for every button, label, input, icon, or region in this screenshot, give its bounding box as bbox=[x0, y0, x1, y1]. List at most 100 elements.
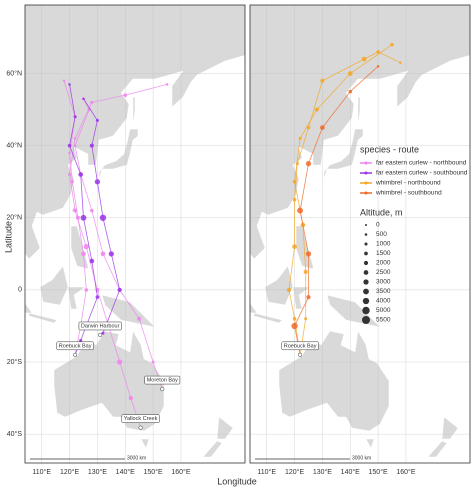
y-tick-label: 20°S bbox=[7, 358, 23, 366]
track-point bbox=[117, 359, 123, 365]
track-point bbox=[292, 244, 297, 249]
y-tick-label: 0 bbox=[18, 287, 22, 294]
track-point bbox=[292, 316, 297, 321]
track-point bbox=[73, 115, 77, 119]
scale-label: 3000 km bbox=[352, 455, 371, 461]
x-tick-label: 140°E bbox=[116, 468, 135, 476]
y-tick-label: 60°N bbox=[6, 69, 22, 77]
track-point bbox=[292, 179, 297, 184]
x-tick-label: 130°E bbox=[313, 468, 332, 476]
track-point bbox=[291, 322, 298, 330]
track-point bbox=[95, 295, 100, 299]
x-tick-label: 130°E bbox=[88, 468, 107, 476]
track-point bbox=[306, 295, 311, 300]
panel-border bbox=[249, 4, 471, 464]
legend-size-dot bbox=[362, 306, 370, 315]
track-point bbox=[303, 269, 308, 274]
track-point bbox=[314, 107, 319, 112]
track-line bbox=[74, 98, 163, 390]
place-marker bbox=[138, 425, 143, 430]
track-point bbox=[376, 50, 380, 54]
legend-size-label: 3500 bbox=[376, 288, 391, 295]
legend-swatch-dot bbox=[364, 181, 368, 185]
legend-size-label: 4000 bbox=[376, 298, 391, 305]
legend-size-dot bbox=[363, 279, 369, 285]
track-point bbox=[100, 251, 106, 257]
track-point bbox=[320, 78, 325, 83]
track-point bbox=[306, 125, 311, 130]
y-tick-label: 40°S bbox=[7, 430, 23, 438]
track-point bbox=[399, 61, 402, 64]
legend-size-dot bbox=[363, 288, 369, 295]
panel-border bbox=[24, 4, 246, 464]
place-label-box bbox=[121, 414, 160, 423]
place-label-box bbox=[281, 341, 319, 351]
y-tick-label: 40°N bbox=[6, 141, 22, 149]
track-point bbox=[305, 161, 312, 167]
track-point bbox=[81, 251, 86, 257]
legend-swatch-dot bbox=[364, 191, 368, 195]
legend-label: whimbrel - northbound bbox=[375, 180, 441, 187]
legend-size-label: 500 bbox=[376, 231, 387, 238]
track-point bbox=[73, 137, 77, 140]
track-point bbox=[101, 331, 105, 335]
legend-size-dot bbox=[364, 242, 368, 246]
panel-right-land bbox=[250, 5, 470, 458]
track-point bbox=[68, 83, 71, 86]
track-point bbox=[90, 208, 94, 213]
place-label-box bbox=[78, 321, 122, 331]
x-axis-label: Longitude bbox=[217, 476, 257, 486]
place-label: Moreton Bay bbox=[147, 378, 178, 384]
scale-label: 3000 km bbox=[127, 455, 146, 461]
legend-size-title: Altitude, m bbox=[360, 207, 403, 217]
legend-size-dot bbox=[362, 316, 370, 324]
legend-label: far eastern curlew - northbound bbox=[376, 160, 467, 167]
track-point bbox=[128, 395, 133, 401]
place-label: Roebuck Bay bbox=[59, 343, 92, 349]
legend-title: species - route bbox=[360, 144, 419, 154]
track-point bbox=[95, 118, 99, 122]
track-point bbox=[376, 65, 380, 68]
track-point bbox=[90, 100, 94, 104]
track-point bbox=[347, 71, 353, 76]
legend-size-dot bbox=[364, 233, 368, 236]
track-point bbox=[70, 180, 74, 184]
track-point bbox=[89, 258, 95, 264]
track-point bbox=[165, 83, 169, 86]
track-point bbox=[304, 317, 308, 321]
track-point bbox=[73, 208, 78, 213]
legend-size-label: 0 bbox=[376, 222, 380, 229]
x-tick-label: 150°E bbox=[144, 468, 163, 476]
legend-size-dot bbox=[364, 251, 368, 256]
x-tick-label: 140°E bbox=[341, 468, 360, 476]
legend-size-label: 3000 bbox=[376, 279, 391, 286]
place-label-box bbox=[56, 341, 94, 351]
track-point bbox=[298, 136, 302, 140]
track-point bbox=[320, 125, 325, 130]
track-point bbox=[80, 214, 87, 221]
x-tick-label: 160°E bbox=[396, 468, 415, 476]
track-point bbox=[123, 93, 128, 97]
x-tick-label: 160°E bbox=[171, 468, 190, 476]
track-point bbox=[89, 143, 94, 148]
legend-size-label: 1500 bbox=[376, 250, 391, 257]
x-tick-label: 150°E bbox=[369, 468, 388, 476]
x-tick-label: 120°E bbox=[285, 468, 304, 476]
legend-size-dot bbox=[363, 260, 369, 266]
y-tick-label: 20°N bbox=[6, 214, 22, 222]
track-point bbox=[137, 316, 142, 321]
panel-left-land bbox=[25, 5, 245, 458]
place-marker bbox=[298, 352, 303, 357]
track-point bbox=[108, 251, 114, 257]
track-point bbox=[68, 172, 72, 177]
legend-size-label: 2500 bbox=[376, 269, 391, 276]
track-point bbox=[99, 214, 107, 221]
place-label: Darwin Harbour bbox=[81, 323, 120, 329]
track-point bbox=[305, 251, 312, 257]
legend-size-label: 5000 bbox=[376, 307, 391, 314]
track-point bbox=[94, 179, 101, 185]
legend-swatch-dot bbox=[364, 161, 368, 165]
track-point bbox=[79, 338, 83, 342]
track-point bbox=[361, 56, 367, 62]
